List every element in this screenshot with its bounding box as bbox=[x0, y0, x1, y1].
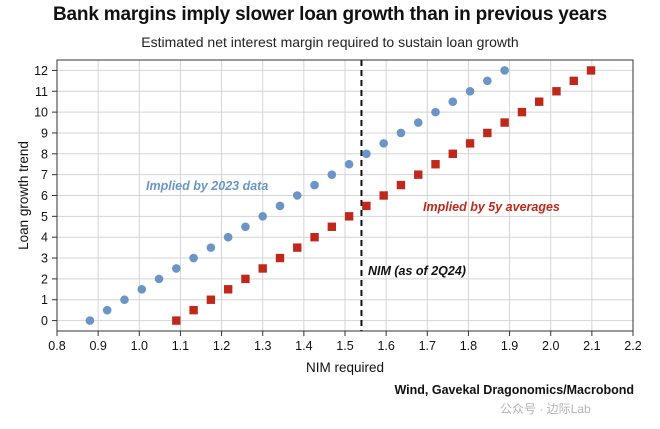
series-1-point bbox=[413, 118, 423, 127]
x-tick-label: 1.6 bbox=[377, 339, 394, 353]
series-2-point bbox=[465, 139, 475, 148]
y-tick-label: 0 bbox=[41, 314, 48, 328]
series-2-point bbox=[414, 170, 423, 179]
chart-subtitle: Estimated net interest margin required t… bbox=[141, 34, 519, 50]
series-1-point bbox=[362, 149, 371, 159]
source-note: Wind, Gavekal Dragonomics/Macrobond bbox=[394, 383, 634, 397]
chart-title: Bank margins imply slower loan growth th… bbox=[53, 4, 607, 25]
series-1-point bbox=[275, 201, 285, 211]
x-tick-label: 1.4 bbox=[295, 339, 312, 353]
annotation-2023-data: Implied by 2023 data bbox=[146, 179, 268, 193]
series-1-point bbox=[379, 139, 388, 148]
series-2-point bbox=[362, 201, 371, 211]
y-tick-label: 9 bbox=[41, 126, 48, 140]
series-1-point bbox=[85, 316, 95, 325]
x-tick-label: 0.8 bbox=[48, 339, 65, 353]
y-tick-label: 4 bbox=[41, 231, 48, 245]
series-1-point bbox=[431, 107, 440, 117]
series-2-point bbox=[448, 149, 457, 159]
series-1-point bbox=[154, 274, 164, 284]
series-1-point bbox=[120, 295, 129, 305]
series-1-point bbox=[102, 305, 112, 315]
series-2-point bbox=[344, 212, 354, 221]
y-tick-label: 5 bbox=[41, 210, 48, 224]
y-axis-label: Loan growth trend bbox=[16, 141, 31, 250]
x-tick-label: 1.0 bbox=[131, 339, 148, 353]
series-1-point bbox=[465, 86, 475, 96]
series-1-point bbox=[344, 159, 354, 169]
series-1-point bbox=[189, 253, 198, 263]
series-2-point bbox=[189, 305, 198, 315]
x-tick-label: 2.1 bbox=[583, 339, 600, 353]
series-2-point bbox=[396, 180, 406, 190]
series-1-point bbox=[310, 180, 319, 190]
series-1-point bbox=[172, 264, 181, 273]
y-tick-label: 11 bbox=[35, 85, 48, 99]
series-2-point bbox=[206, 295, 216, 304]
series-1-point bbox=[292, 191, 302, 200]
series-1-point bbox=[258, 212, 268, 221]
y-tick-label: 3 bbox=[41, 252, 48, 266]
series-2-point bbox=[241, 274, 250, 284]
series-2-point bbox=[431, 160, 440, 169]
y-tick-label: 8 bbox=[41, 147, 48, 161]
series-2-point bbox=[172, 316, 181, 325]
series-2-point bbox=[293, 243, 302, 252]
x-tick-label: 2.0 bbox=[542, 339, 559, 353]
series-2-point bbox=[223, 285, 233, 294]
x-tick-label: 1.3 bbox=[254, 339, 271, 353]
series-1-point bbox=[223, 232, 233, 242]
y-tick-label: 6 bbox=[41, 189, 48, 203]
x-tick-label: 1.5 bbox=[336, 339, 353, 353]
series-2-point bbox=[327, 222, 337, 231]
watermark: 公众号 · 边际Lab bbox=[500, 402, 591, 416]
x-tick-label: 1.8 bbox=[460, 339, 477, 353]
x-tick-label: 1.2 bbox=[213, 339, 230, 353]
series-2-point bbox=[258, 264, 267, 273]
x-tick-label: 1.1 bbox=[172, 339, 189, 353]
x-axis-label: NIM required bbox=[306, 360, 384, 375]
y-tick-label: 2 bbox=[41, 272, 48, 286]
series-1-point bbox=[241, 222, 250, 232]
series-2-point bbox=[569, 76, 578, 86]
series-2-point bbox=[310, 232, 319, 242]
series-2-point bbox=[379, 191, 388, 200]
series-1-point bbox=[327, 170, 337, 179]
y-tick-label: 12 bbox=[34, 64, 48, 78]
series-2-point bbox=[517, 107, 527, 117]
x-tick-label: 2.2 bbox=[624, 339, 641, 353]
series-2-point bbox=[483, 128, 492, 138]
series-2-point bbox=[275, 253, 285, 263]
y-tick-label: 7 bbox=[41, 168, 48, 182]
series-1-point bbox=[483, 76, 492, 86]
series-2-point bbox=[534, 97, 544, 106]
x-tick-label: 1.9 bbox=[501, 339, 518, 353]
y-tick-label: 10 bbox=[34, 106, 48, 120]
series-1-point bbox=[137, 285, 147, 294]
annotation-5y-averages: Implied by 5y averages bbox=[423, 200, 560, 214]
series-1-point bbox=[448, 97, 458, 106]
series-1-point bbox=[500, 66, 509, 75]
series-1-point bbox=[396, 128, 406, 138]
series-1-point bbox=[206, 243, 216, 252]
x-tick-label: 1.7 bbox=[419, 339, 436, 353]
series-2-point bbox=[586, 66, 596, 75]
annotation-nim-2q24: NIM (as of 2Q24) bbox=[368, 264, 466, 278]
series-2-point bbox=[552, 87, 561, 96]
series-2-point bbox=[500, 118, 509, 127]
x-tick-label: 0.9 bbox=[89, 339, 106, 353]
y-tick-label: 1 bbox=[41, 293, 48, 307]
